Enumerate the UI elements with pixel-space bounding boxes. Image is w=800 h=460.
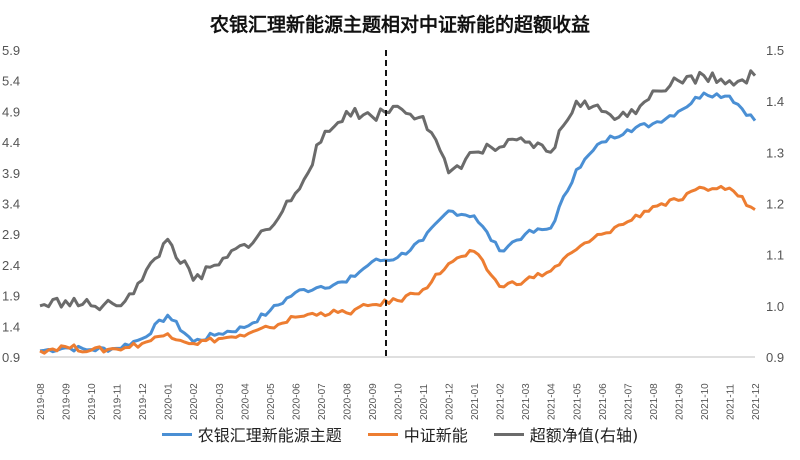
x-tick-label: 2020-12 bbox=[445, 383, 456, 420]
y-right-tick-label: 1.0 bbox=[766, 299, 784, 314]
legend-swatch-index bbox=[367, 432, 398, 436]
y-left-tick-label: 1.9 bbox=[2, 289, 20, 304]
x-tick-label: 2020-06 bbox=[291, 383, 302, 420]
y-right-tick-label: 1.3 bbox=[766, 145, 784, 160]
x-tick-label: 2021-06 bbox=[598, 383, 609, 420]
x-tick-label: 2021-01 bbox=[470, 383, 481, 420]
x-tick-label: 2021-12 bbox=[751, 383, 762, 420]
x-tick-label: 2020-05 bbox=[266, 383, 277, 420]
legend-label-excess: 超额净值(右轴) bbox=[529, 426, 639, 445]
y-left-tick-label: 0.9 bbox=[2, 350, 20, 365]
x-tick-label: 2021-03 bbox=[521, 383, 532, 420]
x-tick-label: 2021-08 bbox=[649, 383, 660, 420]
x-tick-label: 2021-02 bbox=[496, 383, 507, 420]
x-tick-label: 2020-10 bbox=[394, 383, 405, 420]
y-left-tick-label: 4.4 bbox=[2, 135, 20, 150]
chart-title: 农银汇理新能源主题相对中证新能的超额收益 bbox=[209, 14, 590, 36]
legend-item-fund: 农银汇理新能源主题 bbox=[161, 422, 342, 446]
x-tick-label: 2020-07 bbox=[317, 383, 328, 420]
x-tick-label: 2019-10 bbox=[87, 383, 98, 420]
x-tick-label: 2021-10 bbox=[700, 383, 711, 420]
x-tick-label: 2020-08 bbox=[342, 383, 353, 420]
y-left-tick-label: 2.9 bbox=[2, 227, 20, 242]
x-tick-label: 2021-05 bbox=[572, 383, 583, 420]
legend-item-excess: 超额净值(右轴) bbox=[493, 422, 639, 446]
x-tick-label: 2019-12 bbox=[138, 383, 149, 420]
legend-swatch-excess bbox=[493, 432, 524, 436]
x-tick-label: 2019-11 bbox=[113, 384, 124, 420]
legend-item-index: 中证新能 bbox=[367, 422, 468, 446]
y-left-tick-label: 4.9 bbox=[2, 104, 20, 119]
x-tick-label: 2021-09 bbox=[674, 383, 685, 420]
x-tick-label: 2021-04 bbox=[547, 383, 558, 420]
y-right-tick-label: 1.2 bbox=[766, 197, 784, 212]
x-tick-label: 2020-11 bbox=[419, 384, 430, 420]
chart-plot-area: 0.9 1.4 1.9 2.4 2.9 3.4 3.9 4.4 4.9 5.4 5.9 0.9 1.0 1… bbox=[2, 43, 784, 420]
x-tick-label: 2020-04 bbox=[240, 383, 251, 420]
x-tick-label: 2020-09 bbox=[368, 383, 379, 420]
x-tick-label: 2020-01 bbox=[164, 383, 175, 420]
y-right-tick-label: 1.1 bbox=[766, 248, 784, 263]
y-left-tick-label: 5.4 bbox=[2, 74, 20, 89]
series-line-3 bbox=[39, 69, 757, 312]
x-tick-label: 2019-09 bbox=[62, 383, 73, 420]
y-left-tick-label: 2.4 bbox=[2, 258, 20, 273]
legend-label-fund: 农银汇理新能源主题 bbox=[197, 426, 342, 445]
x-tick-label: 2019-08 bbox=[36, 383, 47, 420]
x-tick-label: 2021-11 bbox=[725, 384, 736, 420]
x-tick-label: 2020-03 bbox=[215, 383, 226, 420]
y-right-tick-label: 0.9 bbox=[766, 350, 784, 365]
x-tick-label: 2020-02 bbox=[189, 383, 200, 420]
legend-swatch-fund bbox=[161, 432, 192, 436]
y-left-tick-label: 1.4 bbox=[2, 319, 20, 334]
y-right-tick-label: 1.5 bbox=[766, 43, 784, 58]
series-line-2 bbox=[39, 184, 756, 355]
legend-label-index: 中证新能 bbox=[403, 426, 468, 445]
x-tick-label: 2021-07 bbox=[623, 383, 634, 420]
chart-legend: 农银汇理新能源主题 中证新能 超额净值(右轴) bbox=[0, 422, 800, 446]
y-left-tick-label: 3.9 bbox=[2, 166, 20, 181]
y-left-tick-label: 5.9 bbox=[2, 43, 20, 58]
series-line-1 bbox=[39, 91, 757, 354]
y-left-tick-label: 3.4 bbox=[2, 197, 20, 212]
y-right-tick-label: 1.4 bbox=[766, 94, 784, 109]
